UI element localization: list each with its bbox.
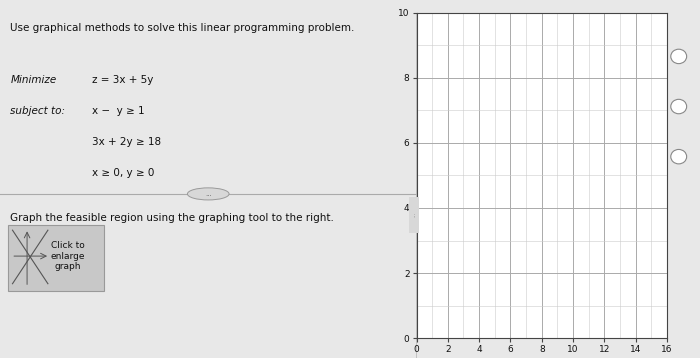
- Text: ...: ...: [205, 191, 211, 197]
- Circle shape: [671, 49, 687, 64]
- Text: 3x + 2y ≥ 18: 3x + 2y ≥ 18: [92, 137, 161, 147]
- Text: Click to
enlarge
graph: Click to enlarge graph: [50, 241, 85, 271]
- Circle shape: [671, 99, 687, 114]
- Text: Use graphical methods to solve this linear programming problem.: Use graphical methods to solve this line…: [10, 23, 355, 33]
- Text: subject to:: subject to:: [10, 106, 65, 116]
- Text: Minimize: Minimize: [10, 75, 57, 85]
- Text: z = 3x + 5y: z = 3x + 5y: [92, 75, 153, 85]
- FancyBboxPatch shape: [8, 225, 104, 291]
- Text: ...: ...: [412, 212, 416, 217]
- Text: x −  y ≥ 1: x − y ≥ 1: [92, 106, 144, 116]
- Circle shape: [671, 149, 687, 164]
- FancyBboxPatch shape: [407, 193, 420, 236]
- Text: x ≥ 0, y ≥ 0: x ≥ 0, y ≥ 0: [92, 168, 154, 178]
- Ellipse shape: [188, 188, 229, 200]
- Text: Graph the feasible region using the graphing tool to the right.: Graph the feasible region using the grap…: [10, 213, 335, 223]
